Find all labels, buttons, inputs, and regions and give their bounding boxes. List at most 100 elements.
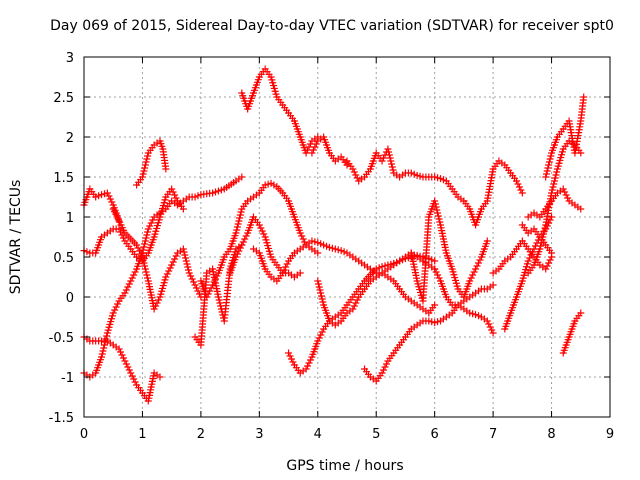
data-point — [146, 222, 154, 230]
data-point — [140, 167, 148, 175]
series-track-5 — [133, 137, 170, 189]
data-point — [210, 278, 218, 286]
data-point — [236, 214, 244, 222]
data-point — [119, 354, 127, 362]
y-tick-label: 2.5 — [53, 91, 74, 106]
data-point — [142, 234, 150, 242]
data-point — [306, 356, 314, 364]
data-point — [517, 186, 525, 194]
data-point — [100, 341, 108, 349]
series-track-23 — [524, 185, 585, 221]
data-point — [144, 274, 152, 282]
data-point — [302, 149, 310, 157]
data-point — [541, 224, 549, 232]
data-point — [207, 284, 215, 292]
data-point — [99, 347, 107, 355]
data-point — [232, 229, 240, 237]
data-point — [299, 235, 307, 243]
data-point — [312, 140, 320, 148]
data-point — [257, 224, 265, 232]
series-track-1 — [80, 185, 123, 225]
data-point — [349, 305, 357, 313]
data-point — [529, 248, 537, 256]
data-point — [305, 359, 313, 367]
series-track-27 — [518, 221, 556, 257]
data-point — [234, 220, 242, 228]
data-point — [489, 281, 497, 289]
data-point — [483, 237, 491, 245]
data-point — [280, 266, 288, 274]
data-point — [542, 173, 550, 181]
data-point — [235, 217, 243, 225]
data-point — [431, 301, 439, 309]
data-point — [380, 366, 388, 374]
data-point — [518, 189, 526, 197]
data-point — [389, 166, 397, 174]
data-point — [118, 351, 126, 359]
data-point — [141, 164, 149, 172]
data-point — [382, 360, 390, 368]
data-point — [238, 173, 246, 181]
data-point — [141, 161, 149, 169]
data-point — [577, 309, 585, 317]
data-point — [204, 290, 212, 298]
data-point — [546, 216, 554, 224]
data-point — [296, 269, 304, 277]
series-track-18 — [431, 265, 497, 337]
data-point — [314, 249, 322, 257]
series-track-9 — [197, 179, 322, 301]
data-point — [163, 270, 171, 278]
data-point — [352, 299, 360, 307]
data-point — [236, 211, 244, 219]
data-point — [115, 217, 123, 225]
data-point — [141, 240, 149, 248]
data-point — [233, 226, 241, 234]
data-point — [432, 203, 440, 211]
data-point — [549, 183, 557, 191]
data-point — [512, 177, 520, 185]
data-point — [485, 320, 493, 328]
data-point — [213, 272, 221, 280]
data-point — [388, 160, 396, 168]
data-point — [433, 206, 441, 214]
data-markers — [80, 65, 588, 405]
data-point — [138, 253, 146, 261]
plot-frame — [83, 56, 611, 418]
data-point — [545, 161, 553, 169]
data-point — [564, 194, 572, 202]
data-point — [134, 244, 142, 252]
data-point — [545, 158, 553, 166]
data-point — [514, 180, 522, 188]
data-point — [103, 189, 111, 197]
data-point — [105, 192, 113, 200]
series-track-10 — [238, 65, 322, 157]
y-tick-label: -0.5 — [49, 331, 74, 346]
data-point — [121, 289, 129, 297]
data-point — [306, 140, 314, 148]
data-point — [470, 268, 478, 276]
data-point — [577, 149, 585, 157]
data-point — [144, 152, 152, 160]
data-point — [548, 186, 556, 194]
data-point — [150, 305, 158, 313]
data-point — [182, 254, 190, 262]
series-track-13 — [285, 251, 439, 377]
data-point — [119, 234, 127, 242]
series-track-4 — [80, 249, 146, 381]
data-point — [304, 146, 312, 154]
data-point — [121, 357, 129, 365]
data-point — [130, 375, 138, 383]
data-point — [108, 198, 116, 206]
data-point — [133, 241, 141, 249]
data-point — [165, 267, 173, 275]
data-point — [353, 174, 361, 182]
x-tick-label: 0 — [80, 427, 88, 442]
data-point — [545, 259, 553, 267]
data-point — [171, 255, 179, 263]
data-point — [435, 274, 443, 282]
data-point — [536, 245, 544, 253]
data-point — [302, 365, 310, 373]
data-point — [553, 168, 561, 176]
data-point — [212, 275, 219, 283]
data-point — [434, 271, 442, 279]
